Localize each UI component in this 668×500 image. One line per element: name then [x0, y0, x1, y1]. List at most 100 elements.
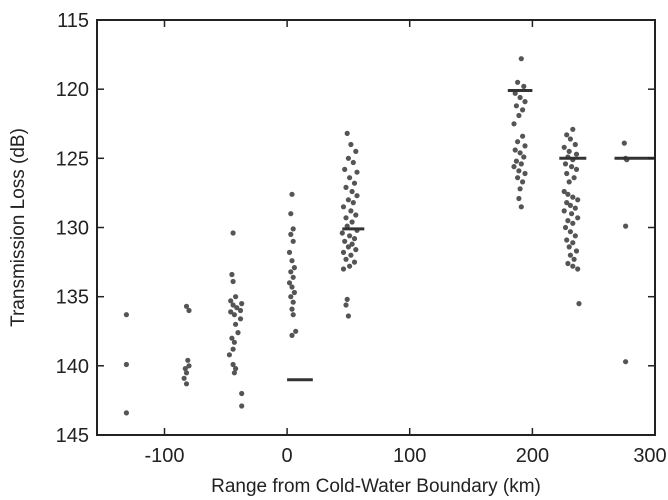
data-point — [570, 263, 576, 269]
data-point — [565, 191, 571, 197]
data-point — [353, 148, 359, 154]
data-point — [231, 339, 237, 345]
data-point — [288, 269, 294, 275]
data-point — [512, 147, 518, 153]
data-point — [561, 144, 567, 150]
data-point — [230, 346, 236, 352]
data-point — [522, 170, 528, 177]
data-point — [572, 205, 578, 211]
data-point — [573, 248, 580, 254]
x-axis-title: Range from Cold-Water Boundary (km) — [211, 476, 541, 497]
data-point — [231, 370, 237, 376]
data-point — [516, 195, 522, 202]
data-point — [571, 256, 577, 262]
y-tick-label: 115 — [57, 10, 89, 32]
data-point — [123, 361, 129, 368]
data-point — [290, 238, 296, 244]
data-point — [623, 223, 629, 229]
y-axis-title: Transmission Loss (dB) — [8, 128, 29, 327]
data-point — [290, 274, 296, 280]
data-point — [567, 252, 574, 258]
data-point — [342, 238, 348, 244]
data-point — [350, 159, 356, 166]
data-point — [237, 307, 244, 314]
data-point — [342, 166, 348, 172]
data-point — [339, 230, 345, 236]
data-point — [522, 99, 528, 105]
data-point — [230, 230, 236, 236]
y-tick-labels: 115 120 125 130 135 140 145 — [56, 10, 89, 447]
data-point — [561, 188, 567, 195]
data-point — [343, 256, 349, 262]
data-point — [229, 335, 235, 341]
data-point — [286, 280, 293, 286]
data-point — [576, 301, 582, 307]
data-point — [347, 175, 353, 181]
data-point — [567, 136, 574, 142]
data-point — [344, 130, 350, 136]
data-point — [517, 94, 523, 101]
x-tick-label: 200 — [516, 445, 549, 467]
data-point — [575, 197, 581, 203]
data-point — [511, 121, 517, 127]
data-point — [565, 260, 571, 267]
data-point — [572, 141, 578, 148]
data-point — [569, 211, 575, 217]
data-point — [575, 215, 581, 221]
data-point — [516, 112, 522, 119]
data-point — [237, 316, 244, 322]
data-point — [340, 204, 347, 210]
data-points — [123, 56, 630, 416]
data-point — [569, 164, 575, 170]
data-point — [347, 263, 353, 269]
data-point — [226, 352, 232, 358]
data-point — [340, 249, 347, 255]
data-point — [573, 166, 580, 172]
data-point — [182, 366, 188, 372]
y-tick-label: 145 — [56, 425, 89, 447]
data-point — [520, 107, 526, 113]
data-point — [570, 240, 576, 246]
data-point — [564, 200, 570, 206]
data-point — [575, 266, 581, 272]
data-point — [345, 155, 351, 161]
data-point — [570, 194, 576, 200]
data-point — [516, 168, 522, 174]
data-point — [185, 357, 191, 363]
data-point — [348, 208, 354, 214]
plot-frame — [96, 19, 656, 436]
data-point — [567, 202, 574, 208]
data-point — [343, 184, 349, 190]
data-point — [289, 306, 295, 312]
data-point — [230, 278, 236, 285]
data-point — [239, 390, 245, 397]
data-point — [289, 258, 295, 264]
data-point — [186, 307, 192, 314]
data-point — [228, 309, 234, 315]
data-point — [518, 204, 524, 210]
data-point — [564, 170, 570, 177]
data-point — [621, 140, 627, 146]
data-point — [229, 271, 235, 278]
data-point — [343, 215, 349, 221]
data-point — [564, 237, 570, 243]
data-point — [570, 126, 576, 132]
data-point — [520, 179, 526, 185]
data-point — [515, 79, 521, 85]
data-point — [517, 150, 523, 156]
data-point — [351, 259, 358, 265]
x-tick-label: 0 — [282, 445, 293, 467]
data-point — [345, 313, 351, 319]
data-point — [353, 247, 359, 253]
data-point — [186, 363, 192, 369]
data-point — [235, 330, 241, 336]
data-point — [353, 212, 359, 218]
data-point — [566, 244, 572, 250]
data-point — [515, 139, 521, 145]
data-point — [343, 302, 349, 308]
data-point — [354, 169, 360, 175]
axis-ticks — [97, 19, 656, 436]
data-point — [566, 179, 572, 185]
y-tick-label: 125 — [56, 148, 89, 170]
